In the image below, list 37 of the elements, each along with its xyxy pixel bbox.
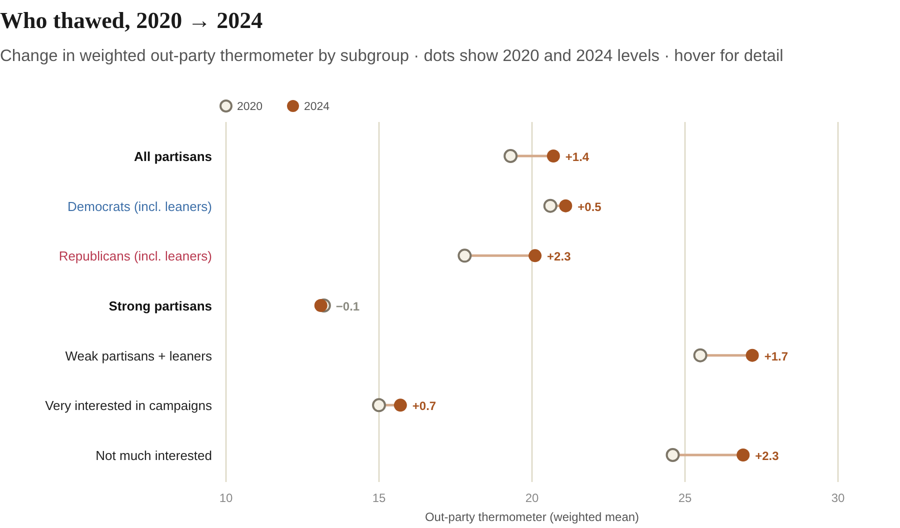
legend-label: 2024 [304, 101, 330, 113]
point [458, 248, 472, 263]
point [528, 249, 542, 262]
x-tick-label: 15 [372, 491, 386, 505]
y-tick-label: Strong partisans [108, 298, 212, 314]
x-tick-label: 25 [678, 491, 692, 505]
annotation: +0.5 [578, 200, 602, 214]
point [394, 398, 407, 412]
x-axis-title: Out-party thermometer (weighted mean) [424, 510, 640, 524]
point [693, 348, 708, 362]
y-tick-label: Very interested in campaigns [45, 398, 212, 414]
point [372, 398, 386, 412]
annotation: −0.1 [336, 300, 360, 314]
chart-subtitle: Change in weighted out-party thermometer by subgroup · dots show 2020 and 2024 levels · hover for detail [0, 47, 784, 65]
y-tick-label: Democrats (incl. leaners) [68, 198, 212, 214]
y-tick-label: Weak partisans + leaners [65, 348, 212, 364]
y-tick-label: Republicans (incl. leaners) [58, 248, 212, 264]
annotation: +2.3 [755, 449, 780, 463]
annotation: +2.3 [547, 250, 572, 264]
annotation: +1.4 [565, 150, 590, 164]
annotation: +0.7 [412, 399, 436, 414]
point [543, 198, 558, 213]
x-tick-label: 20 [525, 491, 539, 505]
x-tick-label: 30 [831, 491, 845, 505]
point [746, 348, 759, 362]
point [559, 199, 572, 212]
point [666, 448, 680, 462]
point [504, 149, 518, 163]
chart-title: Who thawed, 2020 → 2024 [0, 8, 264, 33]
annotation: +1.7 [764, 349, 788, 364]
x-tick-label: 10 [219, 491, 233, 505]
point [314, 299, 328, 312]
legend-label: 2020 [237, 101, 263, 113]
point [736, 448, 750, 462]
y-tick-label: Not much interested [96, 448, 212, 463]
point [546, 150, 560, 162]
y-tick-label: All partisans [134, 149, 212, 164]
